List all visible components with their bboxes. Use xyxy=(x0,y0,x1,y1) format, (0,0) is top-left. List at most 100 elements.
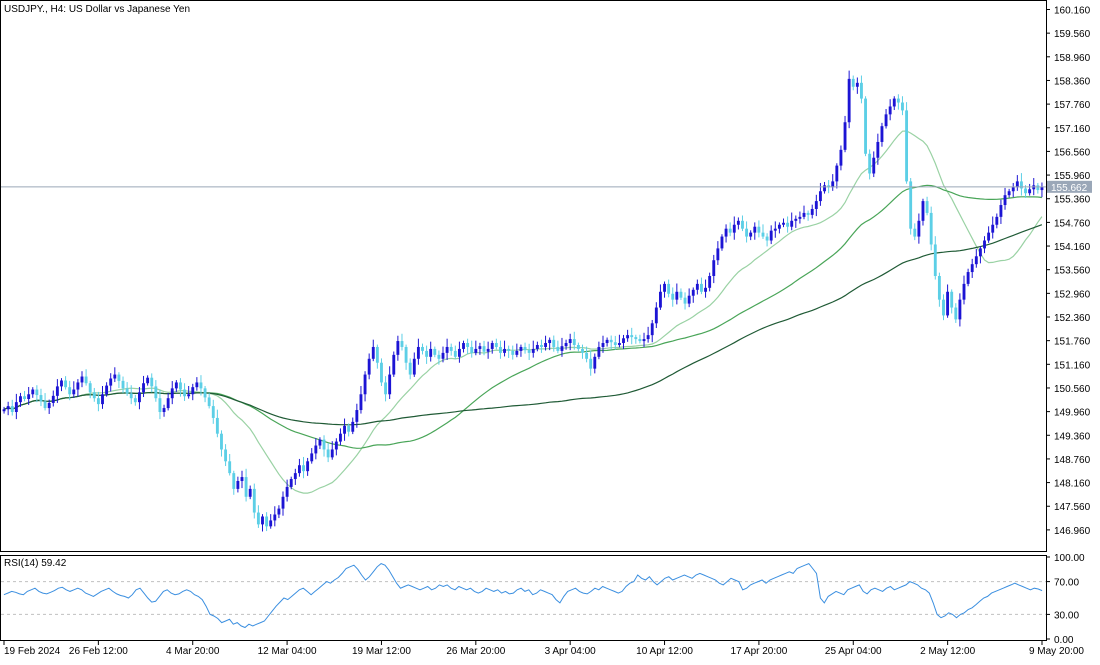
candle-body xyxy=(782,222,785,225)
candle-body xyxy=(823,185,826,192)
candle-body xyxy=(72,389,76,395)
candle-body xyxy=(445,346,449,353)
candle-body xyxy=(125,388,129,394)
price-tick-label: 154.160 xyxy=(1054,242,1091,253)
candle-body xyxy=(105,385,109,395)
candle-body xyxy=(236,481,240,489)
candle-body xyxy=(810,208,814,215)
candle-body xyxy=(203,388,207,398)
candle-body xyxy=(642,339,646,342)
candle-body xyxy=(109,378,113,386)
candle-body xyxy=(220,433,223,450)
candle-body xyxy=(507,348,511,351)
candle-body xyxy=(187,394,191,397)
time-tick-label: 12 Mar 04:00 xyxy=(258,646,317,657)
candle-body xyxy=(1003,195,1007,206)
candle-body xyxy=(626,335,630,339)
candle-body xyxy=(371,346,375,359)
candle-body xyxy=(872,157,876,174)
candle-body xyxy=(367,358,371,375)
candle-body xyxy=(494,343,498,347)
candle-body xyxy=(548,339,552,344)
candle-body xyxy=(441,352,445,359)
time-tick-label: 25 Apr 04:00 xyxy=(825,646,882,657)
time-tick-label: 3 Apr 04:00 xyxy=(545,646,597,657)
candle-body xyxy=(416,346,420,359)
candle-body xyxy=(568,339,572,344)
candle-body xyxy=(117,374,121,381)
candle-body xyxy=(486,348,490,352)
candle-body xyxy=(814,201,818,209)
time-tick-label: 19 Feb 2024 xyxy=(4,646,61,657)
candle-body xyxy=(380,362,383,383)
candle-body xyxy=(474,348,478,353)
candlesticks xyxy=(2,70,1044,532)
candle-body xyxy=(880,126,884,142)
candle-body xyxy=(158,398,162,413)
candle-body xyxy=(576,344,580,349)
candle-body xyxy=(232,473,236,489)
price-tick-label: 149.960 xyxy=(1054,408,1091,419)
candle-body xyxy=(425,350,429,357)
candle-body xyxy=(31,389,35,395)
price-tick-label: 152.960 xyxy=(1054,289,1091,300)
candle-body xyxy=(215,417,219,434)
candle-body xyxy=(946,291,950,316)
candle-body xyxy=(585,352,589,359)
candle-body xyxy=(950,291,954,308)
candle-body xyxy=(457,348,461,357)
rsi-label: RSI(14) 59.42 xyxy=(4,558,67,569)
candle-body xyxy=(322,439,326,450)
candle-body xyxy=(334,441,338,450)
candle-body xyxy=(14,402,18,413)
candle-body xyxy=(1036,185,1040,191)
candle-body xyxy=(326,449,330,458)
candle-body xyxy=(724,228,728,237)
candle-body xyxy=(818,191,822,202)
candle-body xyxy=(757,226,761,233)
candle-body xyxy=(2,409,6,412)
candle-body xyxy=(339,433,342,442)
candle-body xyxy=(777,224,781,229)
rsi-tick-label: 100.00 xyxy=(1054,553,1085,564)
price-tick-label: 158.360 xyxy=(1054,76,1091,87)
candle-body xyxy=(679,291,683,298)
candle-body xyxy=(437,354,441,359)
candle-body xyxy=(909,181,913,229)
current-price-tag xyxy=(1047,180,1092,193)
candle-body xyxy=(983,240,986,249)
candle-body xyxy=(704,287,707,292)
candle-body xyxy=(207,397,211,407)
candle-body xyxy=(921,201,925,221)
candle-body xyxy=(917,220,921,237)
candle-body xyxy=(347,425,351,432)
price-tick-label: 155.960 xyxy=(1054,171,1091,182)
candle-body xyxy=(794,218,798,221)
chart-title: USDJPY., H4: US Dollar vs Japanese Yen xyxy=(4,4,190,15)
candle-body xyxy=(954,307,958,320)
candle-body xyxy=(855,82,859,87)
candle-body xyxy=(995,216,999,225)
rsi-indicator: 100.00 70.00 30.00 0.00 xyxy=(1,553,1085,646)
candle-body xyxy=(351,421,355,432)
candle-body xyxy=(991,224,995,233)
candle-body xyxy=(937,276,941,300)
candle-body xyxy=(289,479,293,487)
candle-body xyxy=(695,283,699,290)
time-tick-label: 26 Mar 20:00 xyxy=(446,646,505,657)
time-tick-label: 4 Mar 20:00 xyxy=(166,646,220,657)
candle-body xyxy=(392,354,396,375)
moving-averages xyxy=(3,130,1043,494)
candle-body xyxy=(19,396,22,403)
candle-body xyxy=(535,344,539,349)
candle-body xyxy=(1015,181,1019,188)
candle-body xyxy=(515,350,519,355)
candle-body xyxy=(51,395,55,403)
candle-body xyxy=(974,256,978,265)
price-tick-label: 158.960 xyxy=(1054,53,1091,64)
candle-body xyxy=(499,346,502,353)
candle-body xyxy=(929,212,933,245)
candle-body xyxy=(35,389,39,396)
